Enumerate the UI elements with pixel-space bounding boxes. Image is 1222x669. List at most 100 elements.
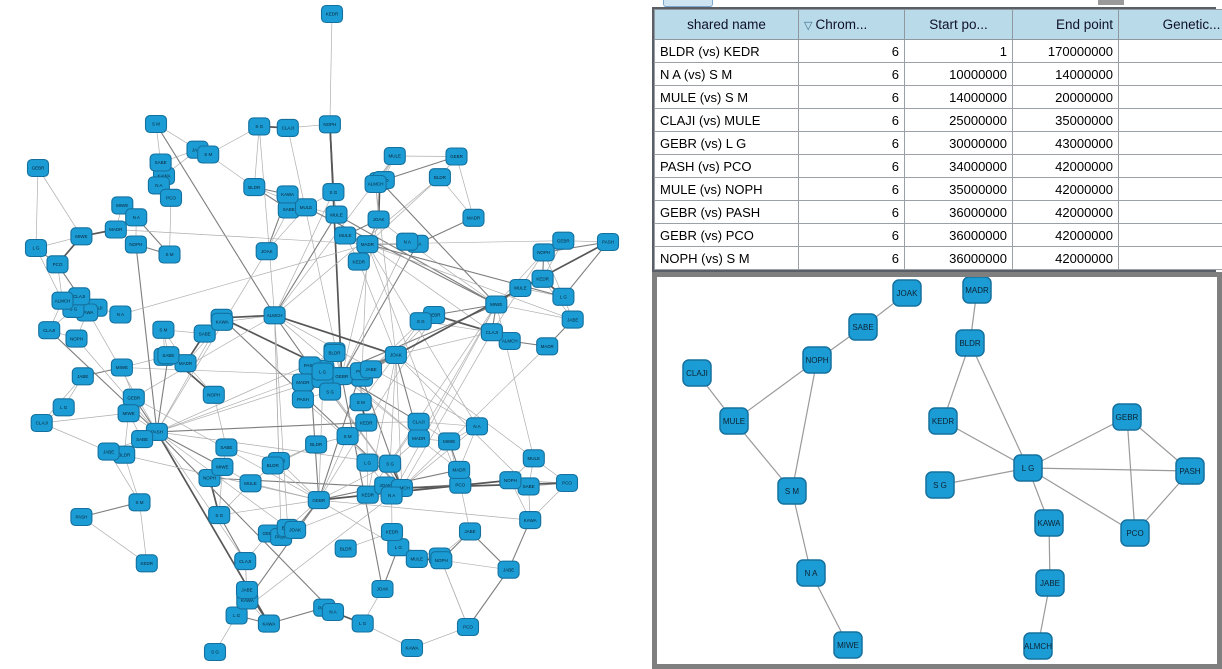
network-node[interactable]: MIWE [70, 227, 93, 246]
network-node[interactable]: S M [144, 114, 168, 134]
network-node[interactable]: KEDR [356, 485, 379, 504]
network-node[interactable]: KAWA [276, 185, 299, 204]
edge-name-cell[interactable]: N A (vs) S M [654, 62, 799, 86]
network-node[interactable]: CLAJI [407, 412, 430, 431]
network-node[interactable]: N A [465, 417, 489, 436]
value-cell[interactable]: 6 [798, 108, 905, 132]
network-edge[interactable] [236, 487, 403, 616]
network-node[interactable]: SABE [193, 324, 216, 343]
network-edge[interactable] [219, 499, 319, 516]
network-edge[interactable] [341, 241, 408, 377]
network-node[interactable]: MADR [174, 354, 197, 373]
value-cell[interactable]: 8.9 [1118, 200, 1222, 224]
network-node[interactable]: MULE [325, 205, 348, 224]
network-node[interactable]: CLAJI [38, 321, 61, 340]
network-node[interactable]: BLDR [243, 178, 266, 197]
network-node-claji[interactable]: CLAJI [682, 359, 712, 387]
network-node[interactable]: KEDR [355, 413, 378, 432]
network-edge[interactable] [456, 156, 474, 218]
network-node[interactable]: MIWE [211, 457, 234, 476]
main-network-panel[interactable]: JOAK MADR SABE NOPH CLAJI BLDR MULE KEDR GEBR L G… [0, 0, 650, 669]
column-header-genetic[interactable]: Genetic... [1118, 9, 1222, 40]
network-node[interactable]: MULE [405, 549, 428, 568]
value-cell[interactable]: 6 [798, 223, 905, 247]
table-row[interactable]: CLAJI (vs) MULE625000000350000005.9 [654, 108, 1222, 132]
network-node[interactable]: KEDR [320, 4, 344, 24]
network-node[interactable]: L G [311, 362, 334, 381]
network-node[interactable]: L G [225, 606, 248, 625]
subnetwork-panel[interactable]: JOAK MADR SABE NOPH CLAJI BLDR MULE KEDR GEBR L G… [652, 272, 1222, 669]
network-node[interactable]: MIWE [117, 404, 140, 423]
network-edge[interactable] [156, 431, 246, 562]
network-node[interactable]: MULE [522, 449, 545, 468]
network-node[interactable]: BLDR [323, 343, 346, 363]
value-cell[interactable]: 34000000 [904, 154, 1013, 178]
network-node[interactable]: JABE [359, 360, 383, 379]
network-node[interactable]: ALMCH [263, 306, 286, 325]
network-node[interactable]: JABE [497, 560, 520, 579]
value-cell[interactable]: 6 [798, 131, 905, 155]
network-edge[interactable] [253, 126, 260, 188]
value-cell[interactable]: 192.0 [1118, 39, 1222, 63]
value-cell[interactable]: 14000000 [904, 85, 1013, 109]
edge-name-cell[interactable]: GEBR (vs) L G [654, 131, 799, 155]
network-edge[interactable] [358, 261, 397, 356]
network-node[interactable]: MULE [334, 226, 357, 245]
network-node[interactable]: S G [409, 312, 432, 331]
network-node[interactable]: S M [336, 427, 359, 446]
network-node[interactable]: JABE [97, 442, 120, 461]
network-edge[interactable] [367, 243, 573, 320]
network-edge[interactable] [791, 359, 818, 492]
network-node[interactable]: PASH [70, 507, 93, 527]
value-cell[interactable]: 16.9 [1118, 131, 1222, 155]
network-node[interactable]: GEBR [445, 147, 468, 166]
network-node[interactable]: JABE [458, 522, 482, 541]
network-node[interactable]: L G [24, 238, 48, 258]
table-row[interactable]: GEBR (vs) PCO636000000420000008.4 [654, 223, 1222, 247]
value-cell[interactable]: 42000000 [1012, 154, 1119, 178]
network-edge[interactable] [318, 435, 348, 501]
network-node[interactable]: JABE [561, 310, 584, 329]
value-cell[interactable]: 36000000 [904, 246, 1013, 270]
network-node[interactable]: CLAJI [480, 323, 503, 342]
network-node[interactable]: NOPH [318, 115, 341, 134]
network-edge[interactable] [274, 191, 334, 316]
network-node[interactable]: SABE [157, 346, 180, 365]
network-edge[interactable] [258, 126, 275, 316]
network-node[interactable]: NOPH [202, 385, 225, 404]
network-node[interactable]: BLDR [334, 539, 357, 558]
network-node[interactable]: MULE [294, 198, 318, 217]
network-node[interactable]: KEDR [531, 269, 554, 288]
network-node[interactable]: N A [396, 232, 419, 251]
network-edge[interactable] [395, 331, 492, 356]
network-node[interactable]: NOPH [499, 471, 522, 490]
network-edge[interactable] [341, 375, 384, 590]
network-edge[interactable] [156, 431, 288, 529]
edge-name-cell[interactable]: PASH (vs) PCO [654, 154, 799, 178]
value-cell[interactable]: 9.9 [1118, 246, 1222, 270]
network-edge[interactable] [1027, 467, 1191, 472]
network-edge[interactable] [341, 243, 419, 377]
network-edge[interactable] [1027, 467, 1136, 534]
table-row[interactable]: BLDR (vs) KEDR61170000000192.0 [654, 39, 1222, 63]
network-edge[interactable] [156, 431, 391, 465]
network-node-joak[interactable]: JOAK [892, 279, 922, 307]
value-cell[interactable]: 35000000 [904, 177, 1013, 201]
value-cell[interactable]: 6 [798, 177, 905, 201]
network-edge[interactable] [81, 516, 148, 564]
network-edge[interactable] [41, 412, 129, 424]
network-edge[interactable] [401, 426, 478, 489]
value-cell[interactable]: 6 [798, 246, 905, 270]
network-edge[interactable] [48, 329, 158, 433]
value-cell[interactable]: 43000000 [1012, 131, 1119, 155]
network-edge[interactable] [367, 176, 441, 245]
network-edge[interactable] [135, 244, 158, 432]
network-node[interactable]: KEDR [135, 554, 158, 573]
network-edge[interactable] [1126, 416, 1136, 534]
network-edge[interactable] [383, 155, 457, 181]
value-cell[interactable]: 8.4 [1118, 223, 1222, 247]
network-edge[interactable] [367, 243, 493, 333]
filter-icon[interactable]: ▽ [804, 20, 813, 32]
network-edge[interactable] [156, 422, 367, 433]
value-cell[interactable]: 42000000 [1012, 223, 1119, 247]
